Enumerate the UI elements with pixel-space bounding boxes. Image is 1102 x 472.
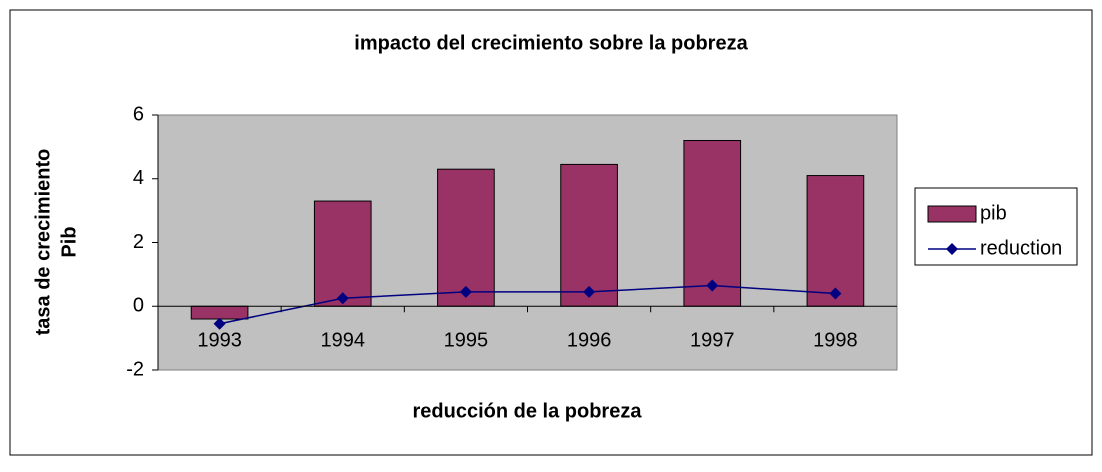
- y-tick-label: 6: [133, 103, 144, 125]
- line-marker: [706, 279, 719, 292]
- y-axis-title: Pib: [58, 226, 80, 257]
- line-marker: [459, 285, 472, 298]
- y-tick-label: 4: [133, 167, 144, 189]
- line-marker: [336, 292, 349, 305]
- x-axis-title: reducción de la pobreza: [413, 400, 643, 422]
- x-tick-label: 1998: [813, 330, 858, 352]
- legend-marker: [946, 243, 958, 255]
- legend-label: pib: [980, 202, 1007, 224]
- y-tick-label: 0: [133, 295, 144, 317]
- x-tick-label: 1994: [321, 330, 366, 352]
- chart-title: impacto del crecimiento sobre la pobreza: [354, 32, 748, 54]
- x-tick-label: 1997: [690, 330, 735, 352]
- x-tick-label: 1993: [197, 330, 242, 352]
- line-marker: [213, 317, 226, 330]
- x-tick-label: 1995: [444, 330, 489, 352]
- line-marker: [583, 285, 596, 298]
- line: [219, 284, 836, 325]
- bar: [313, 200, 372, 307]
- bar: [560, 163, 618, 307]
- legend-swatch: [927, 205, 977, 223]
- plot-area: [157, 114, 898, 371]
- bar: [190, 305, 249, 320]
- line-marker: [829, 287, 842, 300]
- bar: [683, 140, 742, 307]
- y-tick-label: -2: [126, 358, 144, 380]
- x-tick-label: 1996: [567, 330, 612, 352]
- legend-label: reduction: [980, 237, 1062, 259]
- y-tick-label: 2: [133, 231, 144, 253]
- bar: [806, 175, 865, 307]
- legend-box: [914, 187, 1078, 266]
- bar: [437, 168, 495, 307]
- y-axis-title: tasa de crecimiento: [32, 149, 54, 336]
